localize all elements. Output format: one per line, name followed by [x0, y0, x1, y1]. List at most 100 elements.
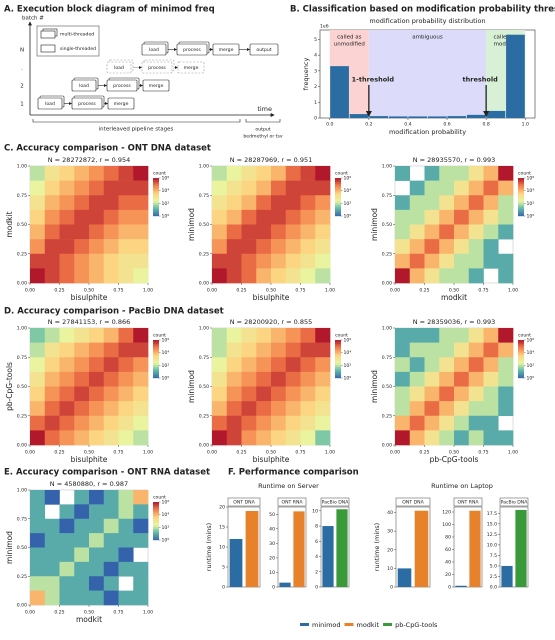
heatmap-cell: [89, 561, 105, 577]
bracket: [32, 119, 241, 123]
heatmap-cell: [226, 195, 242, 211]
x-tick-label: 0.4: [404, 122, 411, 128]
heatmap-cell: [498, 430, 514, 446]
heatmap-cell: [44, 195, 60, 211]
colorbar-title: count: [153, 171, 166, 177]
heatmap-cell: [439, 209, 455, 225]
colorbar-segment: [153, 197, 159, 200]
colorbar-segment: [153, 351, 159, 354]
y-tick-label: 80: [445, 535, 451, 541]
chart-title: N = 28287969, r = 0.951: [230, 156, 313, 164]
heatmap-cell: [118, 209, 134, 225]
heatmap-cell: [118, 180, 134, 196]
colorbar-tick-label: 10⁰: [344, 376, 352, 382]
heatmap-cell: [241, 357, 257, 373]
y-tick-label: 0.25: [382, 413, 392, 419]
heatmap-cell: [285, 328, 301, 343]
colorbar-segment: [518, 357, 524, 360]
heatmap-cell: [241, 430, 257, 446]
heatmap-cell: [30, 490, 46, 505]
y-tick-label: 0.75: [382, 193, 392, 199]
y-tick-label: 4: [315, 554, 318, 560]
colorbar-segment: [153, 366, 159, 369]
heatmap-cell: [59, 224, 75, 240]
colorbar-segment: [153, 526, 159, 529]
heatmap-cell: [256, 166, 272, 181]
heatmap-cell: [118, 518, 134, 534]
heatmap-cell: [44, 386, 60, 402]
heatmap-cell: [212, 328, 228, 343]
heatmap-cell: [89, 504, 105, 520]
heatmap-cell: [133, 561, 149, 577]
heatmap-cell: [439, 371, 455, 387]
heatmap-cell: [241, 386, 257, 402]
heatmap-cell: [133, 490, 149, 505]
x-axis-label: bisulphite: [71, 455, 108, 464]
heatmap-cell: [395, 224, 411, 240]
colorbar-segment: [518, 212, 524, 215]
heatmap-cell: [241, 239, 257, 255]
colorbar-segment: [153, 359, 159, 362]
panel-heading: D. Accuracy comparison - PacBio DNA data…: [4, 307, 224, 317]
region-label: called as: [337, 35, 361, 41]
x-tick-label: 0.00: [390, 450, 400, 456]
heatmap-cell: [59, 239, 75, 255]
heatmap-cell: [30, 328, 46, 343]
colorbar-segment: [153, 376, 159, 379]
heatmap-cell: [285, 224, 301, 240]
heatmap-cell: [118, 166, 134, 181]
heatmap-cell: [133, 430, 149, 446]
chart-title: N = 28935570, r = 0.993: [413, 156, 496, 164]
subplot-strip: [499, 497, 529, 507]
colorbar-segment: [335, 370, 341, 373]
bracket: [245, 119, 281, 123]
heatmap-cell: [256, 328, 272, 343]
heatmap-cell: [409, 253, 425, 269]
colorbar-segment: [518, 366, 524, 369]
colorbar-segment: [335, 195, 341, 198]
colorbar-segment: [153, 370, 159, 373]
heatmap-cell: [226, 342, 242, 358]
heatmap-cell: [103, 533, 119, 548]
heatmap-cell: [118, 533, 134, 548]
y-tick-label: 4: [314, 53, 317, 59]
y-tick-label: 3: [314, 68, 317, 74]
colorbar-segment: [153, 522, 159, 525]
colorbar-tick-label: 10²: [344, 363, 352, 369]
heatmap-cell: [212, 180, 228, 196]
heatmap-cell: [133, 328, 149, 343]
heatmap-cell: [468, 224, 484, 240]
heatmap-cell: [468, 166, 484, 181]
heatmap-cell: [271, 180, 287, 196]
x-tick-label: 1.00: [325, 450, 335, 456]
colorbar-segment: [518, 368, 524, 371]
heatmap-cell: [256, 195, 272, 211]
colorbar-title: count: [335, 171, 348, 177]
heatmap-cell: [103, 224, 119, 240]
heatmap-cell: [395, 166, 411, 181]
heatmap-cell: [300, 209, 316, 225]
heatmap-cell: [212, 342, 228, 358]
colorbar-segment: [153, 513, 159, 516]
colorbar-segment: [153, 202, 159, 205]
heatmap-cell: [89, 490, 105, 505]
colorbar-segment: [335, 366, 341, 369]
x-tick-label: 0.00: [207, 288, 217, 294]
colorbar-segment: [153, 193, 159, 196]
heatmap-cell: [300, 239, 316, 255]
heatmap-cell: [285, 253, 301, 269]
heatmap-cell: [483, 209, 499, 225]
y-tick-label: 10.0: [487, 542, 497, 548]
heatmap-cell: [315, 342, 331, 358]
colorbar-segment: [153, 341, 159, 344]
colorbar-segment: [153, 212, 159, 215]
colorbar-segment: [518, 187, 524, 190]
colorbar-segment: [518, 349, 524, 352]
y-axis-label: runtime (mins): [205, 523, 213, 571]
x-tick-label: 0.75: [478, 288, 488, 294]
heatmap-cell: [256, 209, 272, 225]
colorbar-segment: [518, 343, 524, 346]
heatmap-cell: [74, 166, 90, 181]
heatmap-cell: [439, 386, 455, 402]
bar: [486, 110, 506, 118]
